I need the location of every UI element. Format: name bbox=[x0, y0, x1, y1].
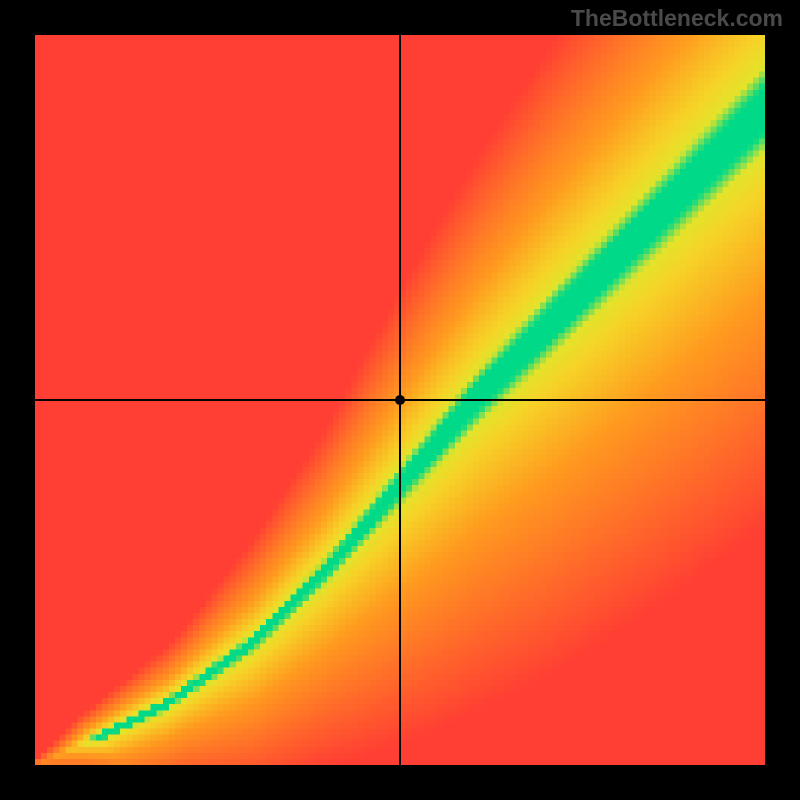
watermark-text: TheBottleneck.com bbox=[571, 5, 783, 32]
crosshair-marker bbox=[395, 395, 405, 405]
heatmap-plot-area bbox=[35, 35, 765, 765]
